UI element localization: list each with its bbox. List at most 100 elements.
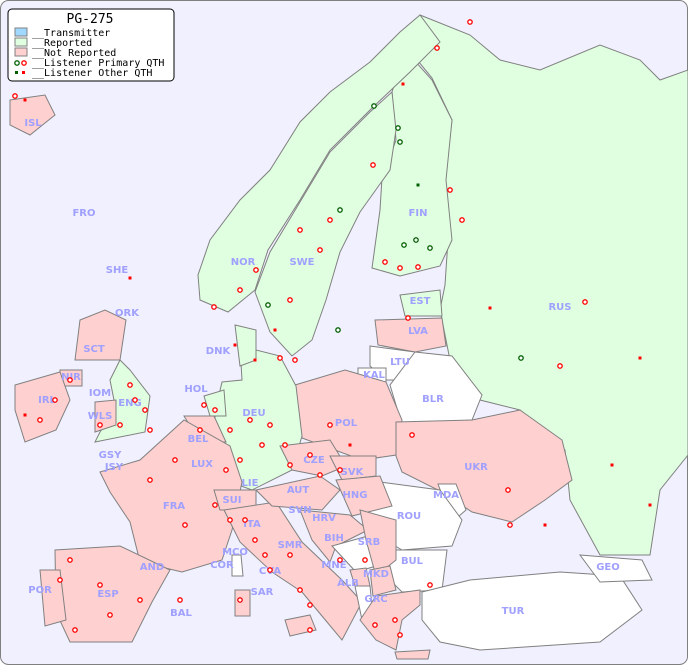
listener-primary-marker [242,517,248,523]
listener-other-marker [23,413,27,417]
listener-other-marker [610,463,614,467]
label-pol: POL [335,418,358,429]
listener-primary-marker [413,237,419,243]
listener-other-marker [253,358,257,362]
reported-other-icon [15,71,18,74]
listener-primary-marker [467,19,473,25]
country-irl [14,371,71,443]
legend-primary-qth: __Listener Primary QTH [32,58,164,69]
listener-primary-marker [395,125,401,131]
listener-primary-marker [287,297,293,303]
country-sar [234,589,251,617]
label-geo: GEO [596,562,620,573]
listener-primary-marker [397,265,403,271]
listener-other-marker [128,276,132,280]
listener-primary-marker [307,602,313,608]
label-rou: ROU [397,511,421,522]
listener-primary-marker [247,417,253,423]
reported-listener-icon [14,60,20,66]
listener-primary-marker [287,462,293,468]
label-hng: HNG [343,490,368,501]
listener-other-marker [543,523,547,527]
label-bel: BEL [188,434,209,445]
label-svn: SVN [288,505,311,516]
listener-primary-marker [253,267,259,273]
legend-not-reported: __Not Reported [32,48,116,59]
map-title: PG-275 [67,12,114,27]
country-nor [197,14,441,313]
label-ita: ITA [243,519,261,530]
label-svk: SVK [341,467,365,478]
listener-primary-marker [382,259,388,265]
listener-other-marker [348,443,352,447]
label-bal: BAL [170,608,192,619]
listener-other-marker [648,503,652,507]
country-est [399,289,443,317]
listener-primary-marker [97,582,103,588]
listener-primary-marker [447,187,453,193]
label-bih: BIH [324,533,344,544]
listener-primary-marker [12,93,18,99]
listener-primary-marker [262,552,268,558]
other-qth-icon [22,71,25,74]
listener-primary-marker [197,427,203,433]
legend: PG-275 __Transmitter __Reported __Not Re… [7,8,175,82]
listener-primary-marker [327,422,333,428]
listener-primary-marker [212,407,218,413]
label-nor: NOR [231,257,256,268]
country-por [39,569,67,627]
country-hol [203,389,227,417]
listener-primary-marker [147,477,153,483]
listener-other-marker [273,328,277,332]
label-cor: COR [210,560,234,571]
listener-primary-marker [434,45,440,51]
country-ita [223,501,363,641]
listener-primary-marker [37,417,43,423]
legend-transmitter: __Transmitter [32,28,110,39]
listener-primary-marker [582,299,588,305]
listener-primary-marker [401,242,407,248]
label-hrv: HRV [312,513,336,524]
listener-other-marker [488,306,492,310]
label-she: SHE [106,265,129,276]
reported-swatch [14,37,28,47]
listener-primary-marker [370,162,376,168]
listener-primary-marker [107,612,113,618]
label-ukr: UKR [464,462,488,473]
country-hng [335,475,393,517]
listener-primary-marker [317,472,323,478]
country-swe [254,90,397,357]
listener-primary-marker [405,315,411,321]
label-sui: SUI [222,495,241,506]
country-isl [9,94,56,136]
label-mne: MNE [321,560,346,571]
label-lie: LIE [242,478,259,489]
listener-primary-marker [177,597,183,603]
label-blr: BLR [422,394,444,405]
label-rus: RUS [548,302,571,313]
listener-primary-marker [297,587,303,593]
label-alb: ALB [337,578,359,589]
country-aut [254,475,341,511]
listener-primary-marker [277,355,283,361]
listener-primary-marker [317,247,323,253]
label-isl: ISL [24,118,42,129]
listener-primary-marker [259,442,265,448]
listener-primary-marker [297,227,303,233]
label-deu: DEU [242,408,265,419]
country-cor [231,554,244,577]
listener-primary-marker [237,457,243,463]
country-grc [359,589,421,651]
listener-primary-marker [507,522,513,528]
transmitter-swatch [14,27,28,37]
listener-primary-marker [337,557,343,563]
listener-primary-marker [505,487,511,493]
listener-primary-marker [137,597,143,603]
country-lva [374,317,447,353]
label-lux: LUX [191,459,213,470]
listener-primary-marker [132,397,138,403]
country-sct [74,309,127,361]
label-cze: CZE [303,455,325,466]
